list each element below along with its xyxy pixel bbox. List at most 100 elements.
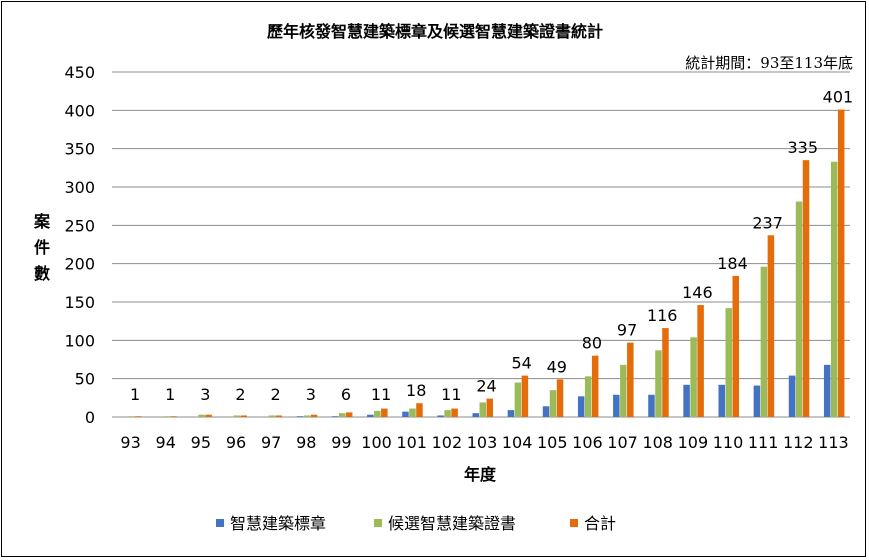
y-tick-label: 450 (64, 63, 95, 82)
bar-候選智慧建築證書-109 (690, 337, 697, 417)
x-tick-label: 93 (120, 433, 140, 452)
data-label: 335 (788, 138, 819, 157)
data-label: 97 (617, 321, 637, 340)
x-tick-label: 113 (818, 433, 849, 452)
y-tick-label: 200 (64, 255, 95, 274)
x-tick-label: 97 (261, 433, 281, 452)
x-tick-label: 98 (296, 433, 316, 452)
legend-label: 合計 (584, 514, 616, 533)
y-tick-label: 100 (64, 331, 95, 350)
x-tick-label: 101 (396, 433, 427, 452)
bar-候選智慧建築證書-98 (303, 415, 311, 417)
data-label: 54 (511, 354, 531, 373)
data-label: 401 (823, 88, 854, 107)
bar-候選智慧建築證書-96 (233, 415, 240, 417)
y-axis-title: 案件數 (33, 212, 51, 283)
x-tick-label: 95 (191, 433, 211, 452)
data-label: 1 (130, 385, 140, 404)
data-label: 237 (752, 213, 783, 232)
data-label: 116 (647, 306, 678, 325)
bar-智慧建築標章-110 (718, 384, 725, 417)
bar-合計-111 (767, 235, 775, 417)
x-tick-label: 110 (713, 433, 744, 452)
x-tick-label: 111 (748, 433, 779, 452)
legend: 智慧建築標章 候選智慧建築證書 合計 (216, 514, 616, 533)
bar-合計-113 (837, 109, 845, 418)
chart-subtitle: 統計期間：93至113年底 (685, 54, 853, 72)
bar-候選智慧建築證書-113 (830, 161, 838, 417)
legend-label: 候選智慧建築證書 (388, 514, 516, 533)
bar-合計-96 (240, 415, 247, 417)
x-tick-label: 96 (226, 433, 246, 452)
gridlines (112, 71, 850, 418)
bar-合計-104 (521, 375, 529, 417)
data-label: 18 (406, 381, 426, 400)
x-tick-label: 104 (502, 433, 533, 452)
y-tick-label: 250 (64, 216, 95, 235)
bar-合計-103 (486, 398, 493, 417)
x-tick-label: 99 (331, 433, 351, 452)
bar-智慧建築標章-111 (753, 385, 761, 417)
bar-合計-97 (275, 415, 283, 417)
bar-合計-109 (697, 305, 704, 417)
bar-候選智慧建築證書-105 (549, 390, 557, 417)
bar-合計-105 (556, 379, 564, 417)
x-tick-label: 112 (783, 433, 814, 452)
legend-label: 智慧建築標章 (230, 514, 326, 533)
x-tick-label: 94 (156, 433, 176, 452)
bar-候選智慧建築證書-108 (655, 350, 662, 417)
x-tick-label: 106 (572, 433, 603, 452)
data-label: 6 (341, 385, 351, 404)
bar-合計-93 (135, 416, 142, 417)
bar-智慧建築標章-105 (542, 406, 550, 417)
legend-item: 候選智慧建築證書 (374, 514, 516, 533)
legend-item: 合計 (570, 514, 616, 533)
data-label: 184 (717, 254, 748, 273)
x-tick-label: 103 (467, 433, 498, 452)
bar-合計-101 (416, 403, 423, 417)
data-label: 2 (271, 385, 281, 404)
data-label: 24 (476, 377, 496, 396)
bar-合計-110 (732, 275, 739, 417)
data-label: 3 (306, 385, 316, 404)
bar-候選智慧建築證書-106 (584, 376, 592, 417)
y-tick-label: 0 (85, 408, 95, 427)
bar-合計-98 (310, 414, 318, 417)
x-tick-label: 100 (361, 433, 392, 452)
y-tick-label: 50 (75, 370, 95, 389)
bar-智慧建築標章-112 (788, 375, 796, 417)
x-tick-label: 102 (432, 433, 463, 452)
bar-候選智慧建築證書-104 (514, 382, 522, 417)
x-tick-label: 105 (537, 433, 568, 452)
bar-候選智慧建築證書-93 (128, 416, 135, 417)
chart-title: 歷年核發智慧建築標章及候選智慧建築證書統計 (267, 22, 603, 41)
bar-智慧建築標章-103 (472, 413, 479, 417)
bar-智慧建築標章-100 (367, 414, 374, 417)
data-label: 80 (582, 334, 602, 353)
bar-候選智慧建築證書-100 (374, 410, 381, 417)
bar-智慧建築標章-104 (507, 410, 515, 417)
bar-智慧建築標章-98 (296, 416, 304, 417)
bar-合計-106 (591, 355, 599, 417)
bar-候選智慧建築證書-111 (760, 266, 768, 417)
y-tick-label: 300 (64, 178, 95, 197)
y-tick-label: 150 (64, 293, 95, 312)
bar-智慧建築標章-107 (613, 394, 620, 417)
x-tick-label: 108 (642, 433, 673, 452)
bar-合計-107 (627, 342, 634, 417)
legend-swatch (374, 519, 382, 527)
bar-合計-99 (345, 412, 353, 417)
legend-swatch (570, 519, 578, 527)
x-tick-label: 109 (678, 433, 709, 452)
x-tick-label: 107 (607, 433, 638, 452)
bar-智慧建築標章-102 (437, 415, 444, 417)
bar-合計-100 (381, 408, 388, 417)
bar-智慧建築標章-101 (402, 411, 409, 417)
legend-item: 智慧建築標章 (216, 514, 326, 533)
bar-候選智慧建築證書-99 (338, 413, 346, 417)
data-label: 146 (682, 283, 713, 302)
bar-候選智慧建築證書-102 (444, 410, 451, 417)
x-axis-ticks: 93 94 95 96 97 98 99 100 101 102 103 104 105 106 107 10… (120, 433, 848, 452)
